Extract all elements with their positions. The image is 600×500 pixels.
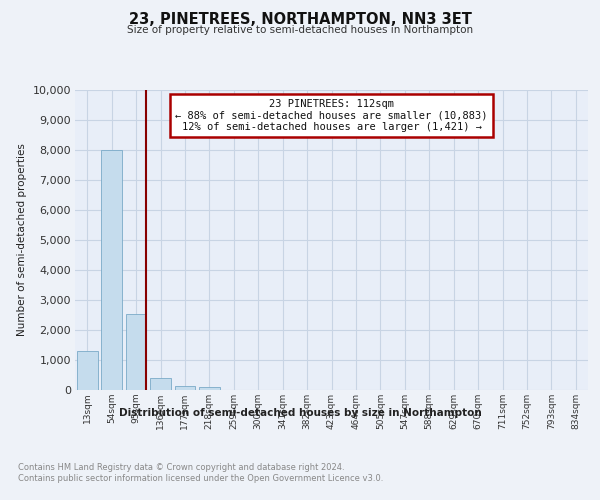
Bar xyxy=(125,314,146,390)
Text: 23, PINETREES, NORTHAMPTON, NN3 3ET: 23, PINETREES, NORTHAMPTON, NN3 3ET xyxy=(128,12,472,28)
Y-axis label: Number of semi-detached properties: Number of semi-detached properties xyxy=(17,144,27,336)
Bar xyxy=(150,378,171,390)
Bar xyxy=(77,351,98,390)
Text: Contains HM Land Registry data © Crown copyright and database right 2024.: Contains HM Land Registry data © Crown c… xyxy=(18,462,344,471)
Bar xyxy=(199,387,220,390)
Bar xyxy=(101,150,122,390)
Bar xyxy=(175,386,196,390)
Text: Distribution of semi-detached houses by size in Northampton: Distribution of semi-detached houses by … xyxy=(119,408,481,418)
Text: Contains public sector information licensed under the Open Government Licence v3: Contains public sector information licen… xyxy=(18,474,383,483)
Text: 23 PINETREES: 112sqm
← 88% of semi-detached houses are smaller (10,883)
12% of s: 23 PINETREES: 112sqm ← 88% of semi-detac… xyxy=(175,99,488,132)
Text: Size of property relative to semi-detached houses in Northampton: Size of property relative to semi-detach… xyxy=(127,25,473,35)
